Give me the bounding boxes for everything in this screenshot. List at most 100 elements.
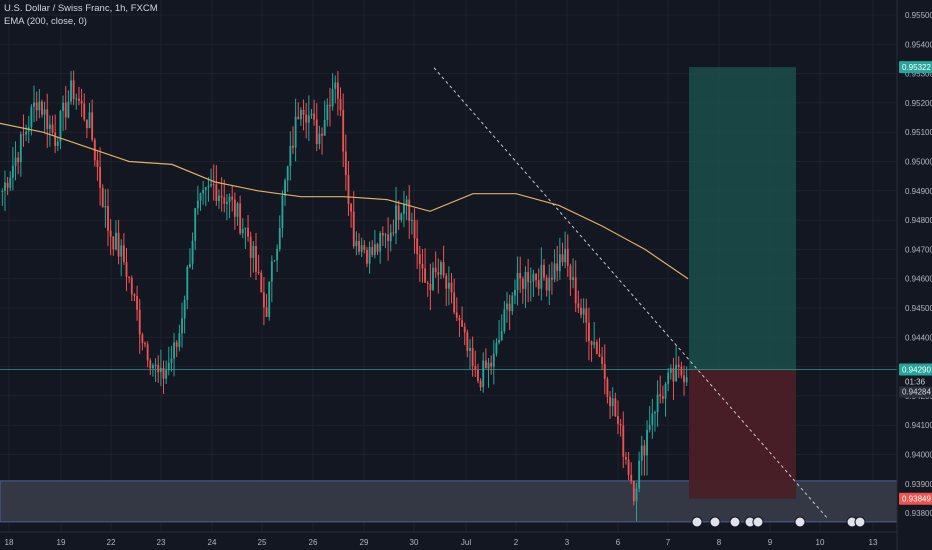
candle bbox=[281, 190, 284, 238]
candle-body bbox=[379, 232, 382, 252]
candle-body bbox=[366, 249, 368, 264]
candle-body bbox=[413, 220, 416, 239]
candle bbox=[273, 260, 276, 262]
candle-body bbox=[487, 362, 490, 369]
last-price-bg bbox=[899, 386, 932, 398]
candle bbox=[241, 218, 244, 239]
y-tick-label: 0.93800 bbox=[905, 509, 932, 518]
candle bbox=[392, 219, 395, 237]
candle bbox=[672, 357, 675, 401]
candle bbox=[207, 177, 210, 202]
candle-body bbox=[260, 272, 263, 293]
candle bbox=[487, 358, 490, 388]
candle-body bbox=[292, 145, 294, 148]
candle bbox=[677, 356, 680, 378]
y-tick-label: 0.94400 bbox=[905, 333, 932, 342]
candle-body bbox=[561, 254, 564, 263]
candle bbox=[445, 273, 448, 307]
target-price-tag: 0.95322 bbox=[902, 63, 931, 72]
candle-body bbox=[585, 308, 588, 323]
candle-body bbox=[220, 195, 223, 198]
candle bbox=[654, 410, 656, 432]
candle bbox=[543, 258, 545, 281]
candle bbox=[566, 234, 569, 277]
candle-body bbox=[175, 342, 178, 347]
chart-legend: U.S. Dollar / Swiss Franc, 1h, FXCM EMA … bbox=[4, 3, 158, 28]
candle bbox=[41, 99, 43, 118]
candle-body bbox=[595, 342, 598, 354]
candle-body bbox=[56, 141, 59, 147]
candle bbox=[48, 115, 51, 147]
candle-body bbox=[289, 145, 292, 167]
candle-body bbox=[611, 398, 614, 407]
candle bbox=[186, 264, 189, 310]
candle bbox=[189, 248, 191, 269]
candle-body bbox=[59, 110, 62, 142]
candle bbox=[495, 338, 498, 357]
candle bbox=[252, 241, 255, 273]
candle-body bbox=[685, 377, 688, 383]
event-marker-circle bbox=[794, 516, 806, 528]
candle bbox=[492, 340, 495, 385]
candle bbox=[617, 400, 619, 435]
candle bbox=[593, 322, 596, 349]
candle-body bbox=[67, 101, 70, 118]
candle bbox=[286, 165, 289, 192]
candle bbox=[22, 114, 25, 147]
candle-body bbox=[482, 360, 485, 388]
candle-body bbox=[474, 366, 477, 370]
candle-body bbox=[680, 366, 683, 376]
candle bbox=[130, 275, 133, 302]
candle-body bbox=[519, 272, 522, 279]
candle-body bbox=[144, 343, 146, 345]
candle-body bbox=[112, 236, 115, 250]
candle-body bbox=[500, 331, 503, 340]
candle bbox=[421, 249, 424, 283]
candle bbox=[640, 435, 643, 476]
candle bbox=[548, 264, 551, 306]
candle bbox=[408, 184, 411, 239]
candle bbox=[384, 232, 387, 248]
candle-body bbox=[627, 459, 630, 475]
candle bbox=[550, 261, 553, 295]
candle bbox=[506, 291, 508, 323]
candle bbox=[484, 348, 487, 369]
candle-body bbox=[120, 245, 123, 257]
candle-body bbox=[149, 360, 152, 369]
x-tick-label: 24 bbox=[208, 538, 217, 547]
y-tick-label: 0.94000 bbox=[905, 451, 932, 460]
candle bbox=[432, 262, 434, 292]
candle-body bbox=[154, 364, 157, 366]
candle-body bbox=[130, 278, 133, 295]
candle bbox=[461, 306, 464, 327]
candle-body bbox=[19, 134, 22, 163]
last-price-tag: 0.94284 bbox=[902, 388, 931, 397]
candle-body bbox=[424, 268, 427, 283]
candle bbox=[173, 332, 175, 377]
candle bbox=[88, 102, 91, 129]
candle-body bbox=[38, 101, 41, 111]
candle-body bbox=[231, 196, 234, 200]
candle-body bbox=[587, 322, 590, 342]
candle-body bbox=[265, 307, 268, 317]
candle-body bbox=[1, 191, 4, 193]
candle bbox=[680, 361, 683, 379]
candle-body bbox=[62, 102, 65, 111]
candle-body bbox=[117, 232, 120, 257]
candle-body bbox=[408, 199, 411, 221]
candle bbox=[611, 387, 614, 417]
candle-body bbox=[445, 275, 448, 289]
candle bbox=[609, 390, 611, 419]
candle bbox=[262, 277, 265, 326]
candle-body bbox=[619, 423, 622, 426]
candle-body bbox=[630, 474, 633, 482]
candle-body bbox=[606, 378, 609, 397]
candle-body bbox=[194, 208, 197, 241]
candle bbox=[257, 254, 260, 275]
stop-price-tag-bg bbox=[899, 492, 932, 505]
candle bbox=[503, 300, 506, 334]
candle-body bbox=[241, 228, 244, 234]
candle-body bbox=[656, 394, 659, 412]
candle-body bbox=[418, 254, 421, 264]
